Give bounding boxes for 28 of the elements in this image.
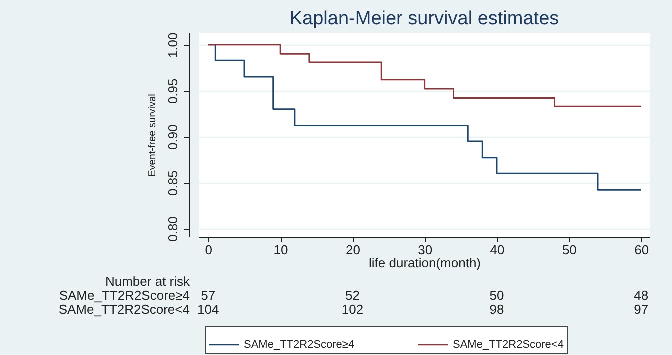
- x-axis-title: life duration(month): [369, 256, 481, 270]
- text: 57: [201, 288, 216, 303]
- text: SAMe_TT2R2Score<4: [58, 302, 190, 317]
- text: 50: [490, 288, 504, 303]
- text: SAMe_TT2R2Score≥4: [59, 288, 190, 303]
- text: 97: [634, 302, 649, 317]
- text: 52: [345, 288, 360, 303]
- text: 48: [634, 288, 649, 303]
- chart-title: Kaplan-Meier survival estimates: [290, 8, 560, 30]
- x-tick-label: 50: [562, 242, 577, 258]
- x-tick-label: 60: [634, 242, 650, 258]
- legend-label: SAMe_TT2R2Score≥4: [244, 339, 355, 351]
- text: Number at risk: [105, 274, 190, 289]
- y-tick-label: 0.90: [166, 124, 180, 150]
- y-tick-label: 0.80: [166, 216, 180, 242]
- y-tick-label: 0.95: [166, 78, 180, 104]
- x-tick-label: 30: [418, 242, 433, 258]
- x-tick-label: 10: [274, 242, 288, 258]
- legend-label: SAMe_TT2R2Score<4: [453, 339, 564, 351]
- y-tick-label: 0.85: [166, 170, 180, 196]
- text: 104: [198, 302, 220, 317]
- x-tick-label: 20: [346, 242, 360, 258]
- x-tick-label: 0: [205, 242, 212, 258]
- text: 98: [490, 302, 504, 317]
- y-axis-title: Event-free survival: [148, 94, 158, 177]
- x-tick-label: 40: [490, 242, 505, 258]
- y-tick-label: 1.00: [166, 32, 180, 58]
- text: 102: [342, 302, 364, 317]
